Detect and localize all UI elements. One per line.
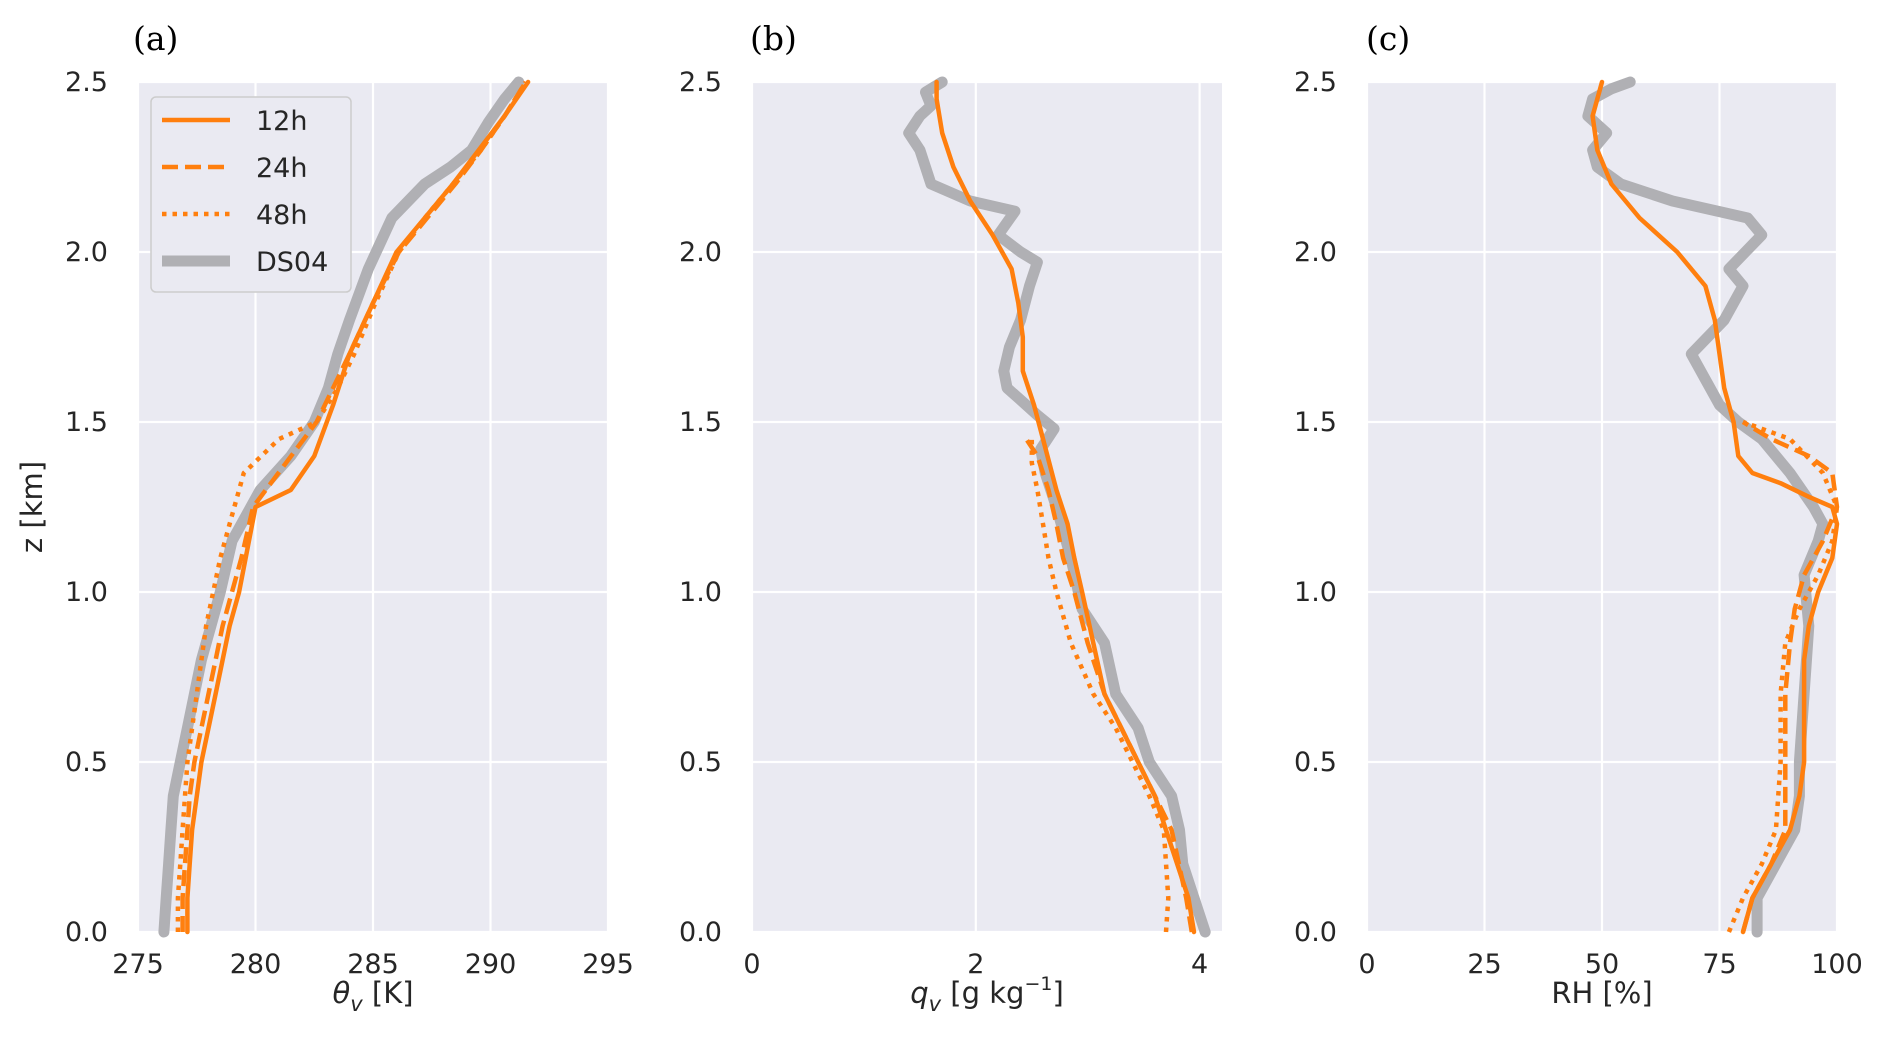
series-ds04-line-a xyxy=(158,76,525,938)
series-12h-line-c xyxy=(1590,79,1840,935)
series-24h-line-b xyxy=(1024,437,1195,933)
y-tick-label-b-4: 2.0 xyxy=(679,237,722,268)
series-layer-b xyxy=(903,76,1211,938)
ticks-a: 275 280 285 290 295 0.0 0.5 1.0 1.5 2.0 2.5 xyxy=(65,67,634,980)
y-tick-label-b-3: 1.5 xyxy=(679,407,722,438)
ticks-b: 0 2 4 0.0 0.5 1.0 1.5 2.0 2.5 xyxy=(679,67,1208,980)
panel-a: 275 280 285 290 295 0.0 0.5 1.0 1.5 2.0 2.5 (a) θv… xyxy=(15,19,634,1016)
y-axis-label: z [km] xyxy=(15,461,49,553)
y-tick-label-b-2: 1.0 xyxy=(679,577,722,608)
y-tick-label-c-1: 0.5 xyxy=(1294,747,1337,778)
series-48h-line-a xyxy=(175,80,528,932)
x-tick-label-a-3: 290 xyxy=(465,949,517,980)
series-24h-line-c xyxy=(1740,420,1840,933)
y-tick-label-a-1: 0.5 xyxy=(65,747,108,778)
ticks-c: 0 25 50 75 100 0.0 0.5 1.0 1.5 2.0 2.5 xyxy=(1294,67,1863,980)
y-tick-label-b-0: 0.0 xyxy=(679,917,722,948)
series-ds04-line-b xyxy=(903,76,1211,938)
x-tick-label-b-0: 0 xyxy=(743,949,760,980)
y-tick-label-b-5: 2.5 xyxy=(679,67,722,98)
x-axis-label-c: RH [%] xyxy=(1551,976,1652,1010)
panel-c: 0 25 50 75 100 0.0 0.5 1.0 1.5 2.0 2.5 (c) RH [%] xyxy=(1294,19,1863,1010)
series-layer-c xyxy=(1582,76,1840,938)
x-tick-label-b-1: 2 xyxy=(967,949,984,980)
y-tick-label-c-0: 0.0 xyxy=(1294,917,1337,948)
x-axis-label-b: qv [g kg−1] xyxy=(910,973,1064,1016)
series-48h-line-c xyxy=(1726,419,1840,933)
series-24h-line-a xyxy=(180,80,528,932)
legend-label-12h: 12h xyxy=(256,106,307,137)
x-tick-label-c-2: 50 xyxy=(1585,949,1619,980)
y-tick-label-c-2: 1.0 xyxy=(1294,577,1337,608)
panel-label-c: (c) xyxy=(1366,19,1410,58)
x-axis-label-a: θv [K] xyxy=(332,976,413,1016)
legend-label-ds04: DS04 xyxy=(256,247,328,278)
legend-label-24h: 24h xyxy=(256,153,307,184)
x-tick-label-c-3: 75 xyxy=(1702,949,1736,980)
x-tick-label-c-1: 25 xyxy=(1467,949,1501,980)
panel-label-b: (b) xyxy=(750,19,797,58)
legend: 12h 24h 48h DS04 xyxy=(150,96,352,293)
y-tick-label-c-4: 2.0 xyxy=(1294,237,1337,268)
x-tick-label-a-4: 295 xyxy=(582,949,634,980)
y-tick-label-a-5: 2.5 xyxy=(65,67,108,98)
x-tick-label-a-1: 280 xyxy=(230,949,282,980)
y-tick-label-a-3: 1.5 xyxy=(65,407,108,438)
y-tick-label-a-2: 1.0 xyxy=(65,577,108,608)
y-tick-label-c-3: 1.5 xyxy=(1294,407,1337,438)
panel-b: 0 2 4 0.0 0.5 1.0 1.5 2.0 2.5 (b) qv [g kg−1] xyxy=(679,19,1222,1016)
x-tick-label-c-0: 0 xyxy=(1358,949,1375,980)
y-tick-label-c-5: 2.5 xyxy=(1294,67,1337,98)
x-tick-label-b-2: 4 xyxy=(1191,949,1208,980)
x-tick-label-a-0: 275 xyxy=(112,949,164,980)
panel-label-a: (a) xyxy=(133,19,178,58)
series-48h-line-b xyxy=(1029,439,1171,933)
x-tick-label-c-4: 100 xyxy=(1811,949,1863,980)
y-tick-label-a-4: 2.0 xyxy=(65,237,108,268)
series-ds04-line-c xyxy=(1582,76,1829,938)
y-tick-label-b-1: 0.5 xyxy=(679,747,722,778)
legend-box xyxy=(150,96,352,293)
y-tick-label-a-0: 0.0 xyxy=(65,917,108,948)
x-tick-label-a-2: 285 xyxy=(347,949,399,980)
legend-label-48h: 48h xyxy=(256,200,307,231)
series-layer-a xyxy=(158,76,531,938)
